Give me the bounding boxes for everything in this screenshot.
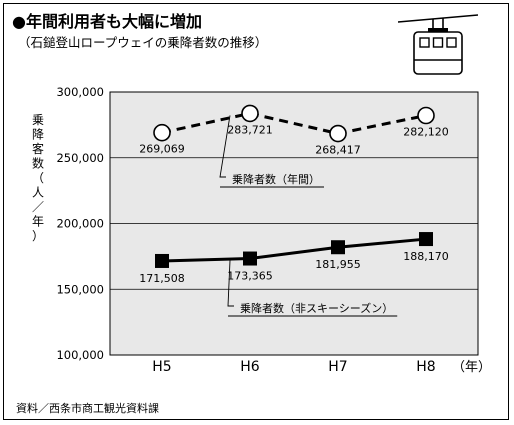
data-point bbox=[241, 104, 259, 123]
chart-subtitle: （石鎚登山ロープウェイの乗降者数の推移） bbox=[18, 35, 268, 50]
data-label: 269,069 bbox=[139, 143, 185, 156]
x-tick-label: H6 bbox=[240, 359, 260, 375]
x-tick-label: H7 bbox=[328, 359, 347, 375]
y-axis-label: 乗降客数（人／年） bbox=[32, 113, 44, 243]
data-label: 171,508 bbox=[139, 272, 185, 285]
x-tick-label: H5 bbox=[152, 359, 171, 375]
data-label: 188,170 bbox=[403, 250, 449, 263]
data-point bbox=[419, 232, 433, 247]
data-point bbox=[417, 106, 435, 125]
legend-leader bbox=[219, 115, 231, 178]
data-point bbox=[331, 240, 345, 255]
series-line bbox=[161, 237, 427, 263]
legend-label: 乗降者数（非スキーシーズン） bbox=[240, 301, 393, 315]
data-point bbox=[329, 124, 347, 143]
source-note: 資料／西条市商工観光資料課 bbox=[16, 402, 159, 415]
data-label: 282,120 bbox=[403, 126, 449, 139]
y-tick-label: 150,000 bbox=[56, 282, 104, 296]
y-tick-label: 200,000 bbox=[56, 217, 104, 231]
data-point bbox=[243, 251, 257, 266]
legend-label: 乗降者数（年間） bbox=[232, 172, 320, 186]
x-tick-label: H8 bbox=[416, 359, 435, 375]
data-label: 173,365 bbox=[227, 270, 273, 283]
x-axis-unit: （年） bbox=[452, 360, 491, 375]
y-tick-label: 250,000 bbox=[56, 151, 104, 165]
data-label: 283,721 bbox=[227, 123, 273, 136]
legend-leader bbox=[227, 260, 234, 307]
ropeway-gondola-icon bbox=[398, 14, 478, 75]
series-line bbox=[161, 111, 427, 136]
data-label: 268,417 bbox=[315, 144, 361, 157]
data-point bbox=[155, 253, 169, 268]
chart-title: ●年間利用者も大幅に増加 bbox=[12, 12, 202, 31]
data-label: 181,955 bbox=[315, 258, 361, 271]
y-tick-label: 300,000 bbox=[56, 85, 104, 99]
data-point bbox=[153, 123, 171, 142]
y-tick-label: 100,000 bbox=[56, 348, 104, 362]
